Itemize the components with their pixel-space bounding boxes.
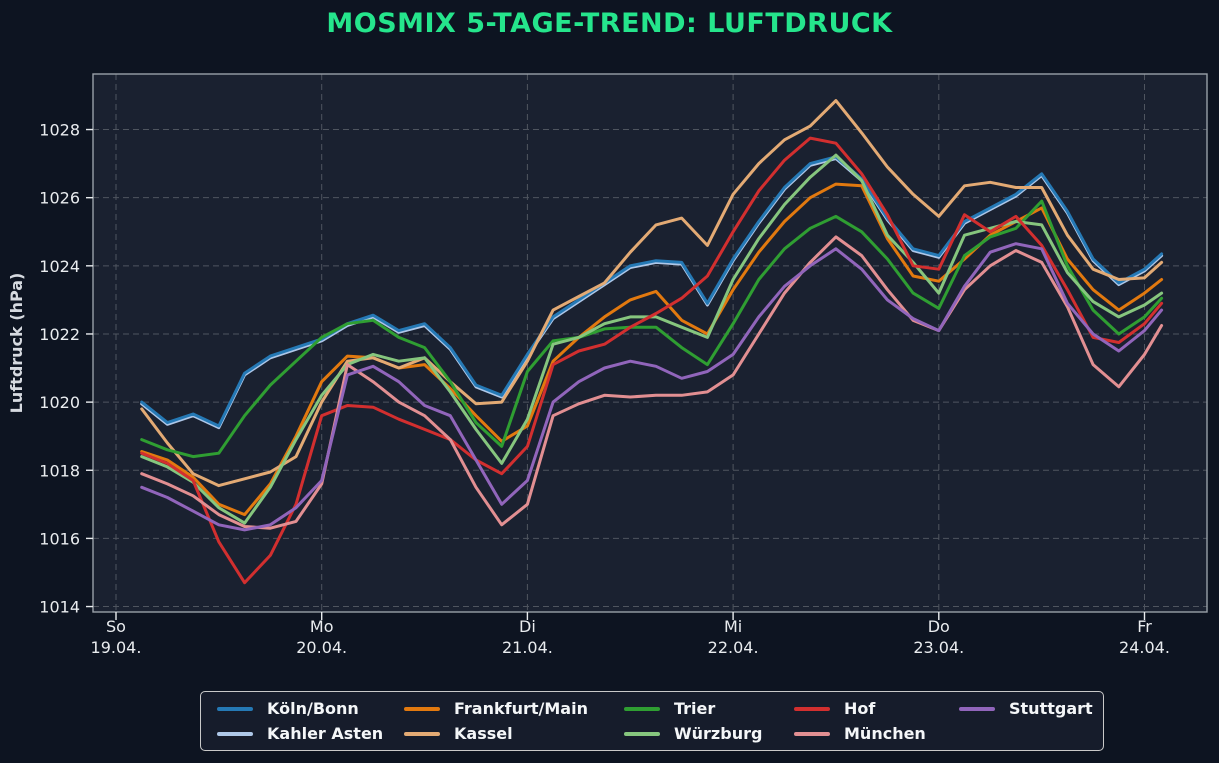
legend-label-kassel: Kassel (454, 724, 513, 743)
legend-item-koeln-bonn: Köln/Bonn (217, 699, 404, 718)
plot-border (92, 73, 1208, 613)
legend: Köln/Bonn Kahler Asten Frankfurt/Main Kasse… (200, 691, 1104, 751)
chart-title: MOSMIX 5-TAGE-TREND: LUFTDRUCK (326, 8, 893, 39)
legend-label-wuerzburg: Würzburg (674, 724, 763, 743)
legend-item-muenchen: München (794, 724, 959, 743)
legend-label-trier: Trier (674, 699, 716, 718)
legend-swatch-kassel (404, 731, 440, 736)
x-tick-date-19.04.: 19.04. (91, 638, 142, 657)
x-tick-day-23.04.: Do (928, 617, 950, 636)
legend-swatch-stuttgart (959, 706, 995, 711)
legend-swatch-hof (794, 706, 830, 711)
legend-swatch-koeln-bonn (217, 706, 253, 711)
series-line-kassel (140, 99, 1164, 488)
x-tick-day-20.04.: Mo (310, 617, 334, 636)
legend-item-trier: Trier (624, 699, 794, 718)
plot-area (93, 74, 1207, 612)
series-line-trier (140, 199, 1164, 459)
y-tick-label-1018: 1018 (39, 461, 80, 480)
legend-item-kassel: Kassel (404, 724, 624, 743)
legend-item-wuerzburg: Würzburg (624, 724, 794, 743)
legend-item-frankfurt-main: Frankfurt/Main (404, 699, 624, 718)
legend-label-frankfurt-main: Frankfurt/Main (454, 699, 588, 718)
series-line-koeln-bonn (140, 155, 1164, 428)
x-tick-date-20.04.: 20.04. (296, 638, 347, 657)
legend-label-muenchen: München (844, 724, 926, 743)
x-tick-day-21.04.: Di (519, 617, 536, 636)
y-tick-label-1026: 1026 (39, 189, 80, 208)
x-tick-date-21.04.: 21.04. (502, 638, 553, 657)
x-tick-day-19.04.: So (106, 617, 126, 636)
axis-ticks (86, 128, 1146, 620)
legend-swatch-kahler-asten (217, 731, 253, 736)
y-tick-label-1024: 1024 (39, 257, 80, 276)
y-tick-label-1016: 1016 (39, 529, 80, 548)
legend-item-kahler-asten: Kahler Asten (217, 724, 404, 743)
legend-swatch-frankfurt-main (404, 706, 440, 711)
legend-swatch-wuerzburg (624, 731, 660, 736)
axes-spines (92, 73, 1208, 613)
legend-label-hof: Hof (844, 699, 876, 718)
x-tick-day-24.04.: Fr (1137, 617, 1152, 636)
y-tick-label-1014: 1014 (39, 598, 80, 617)
legend-label-kahler-asten: Kahler Asten (267, 724, 384, 743)
y-tick-label-1028: 1028 (39, 121, 80, 140)
y-tick-label-1022: 1022 (39, 325, 80, 344)
legend-item-stuttgart: Stuttgart (959, 699, 1097, 718)
axis-tick-labels: 1014 1016 1018 1020 1022 1024 1026 1028 So 19.04.… (39, 121, 1170, 657)
series-line-hof (140, 136, 1164, 585)
legend-label-stuttgart: Stuttgart (1009, 699, 1093, 718)
series-line-frankfurt-main (140, 182, 1164, 517)
x-tick-date-24.04.: 24.04. (1119, 638, 1170, 657)
x-tick-date-23.04.: 23.04. (913, 638, 964, 657)
legend-item-hof: Hof (794, 699, 959, 718)
legend-label-koeln-bonn: Köln/Bonn (267, 699, 359, 718)
series-lines (140, 99, 1164, 585)
legend-swatch-muenchen (794, 731, 830, 736)
plot-background (93, 74, 1207, 612)
series-line-muenchen (140, 235, 1164, 530)
x-tick-day-22.04.: Mi (724, 617, 742, 636)
series-line-stuttgart (140, 242, 1164, 532)
y-tick-label-1020: 1020 (39, 393, 80, 412)
y-axis-label: Luftdruck (hPa) (7, 273, 26, 414)
x-tick-date-22.04.: 22.04. (708, 638, 759, 657)
legend-swatch-trier (624, 706, 660, 711)
